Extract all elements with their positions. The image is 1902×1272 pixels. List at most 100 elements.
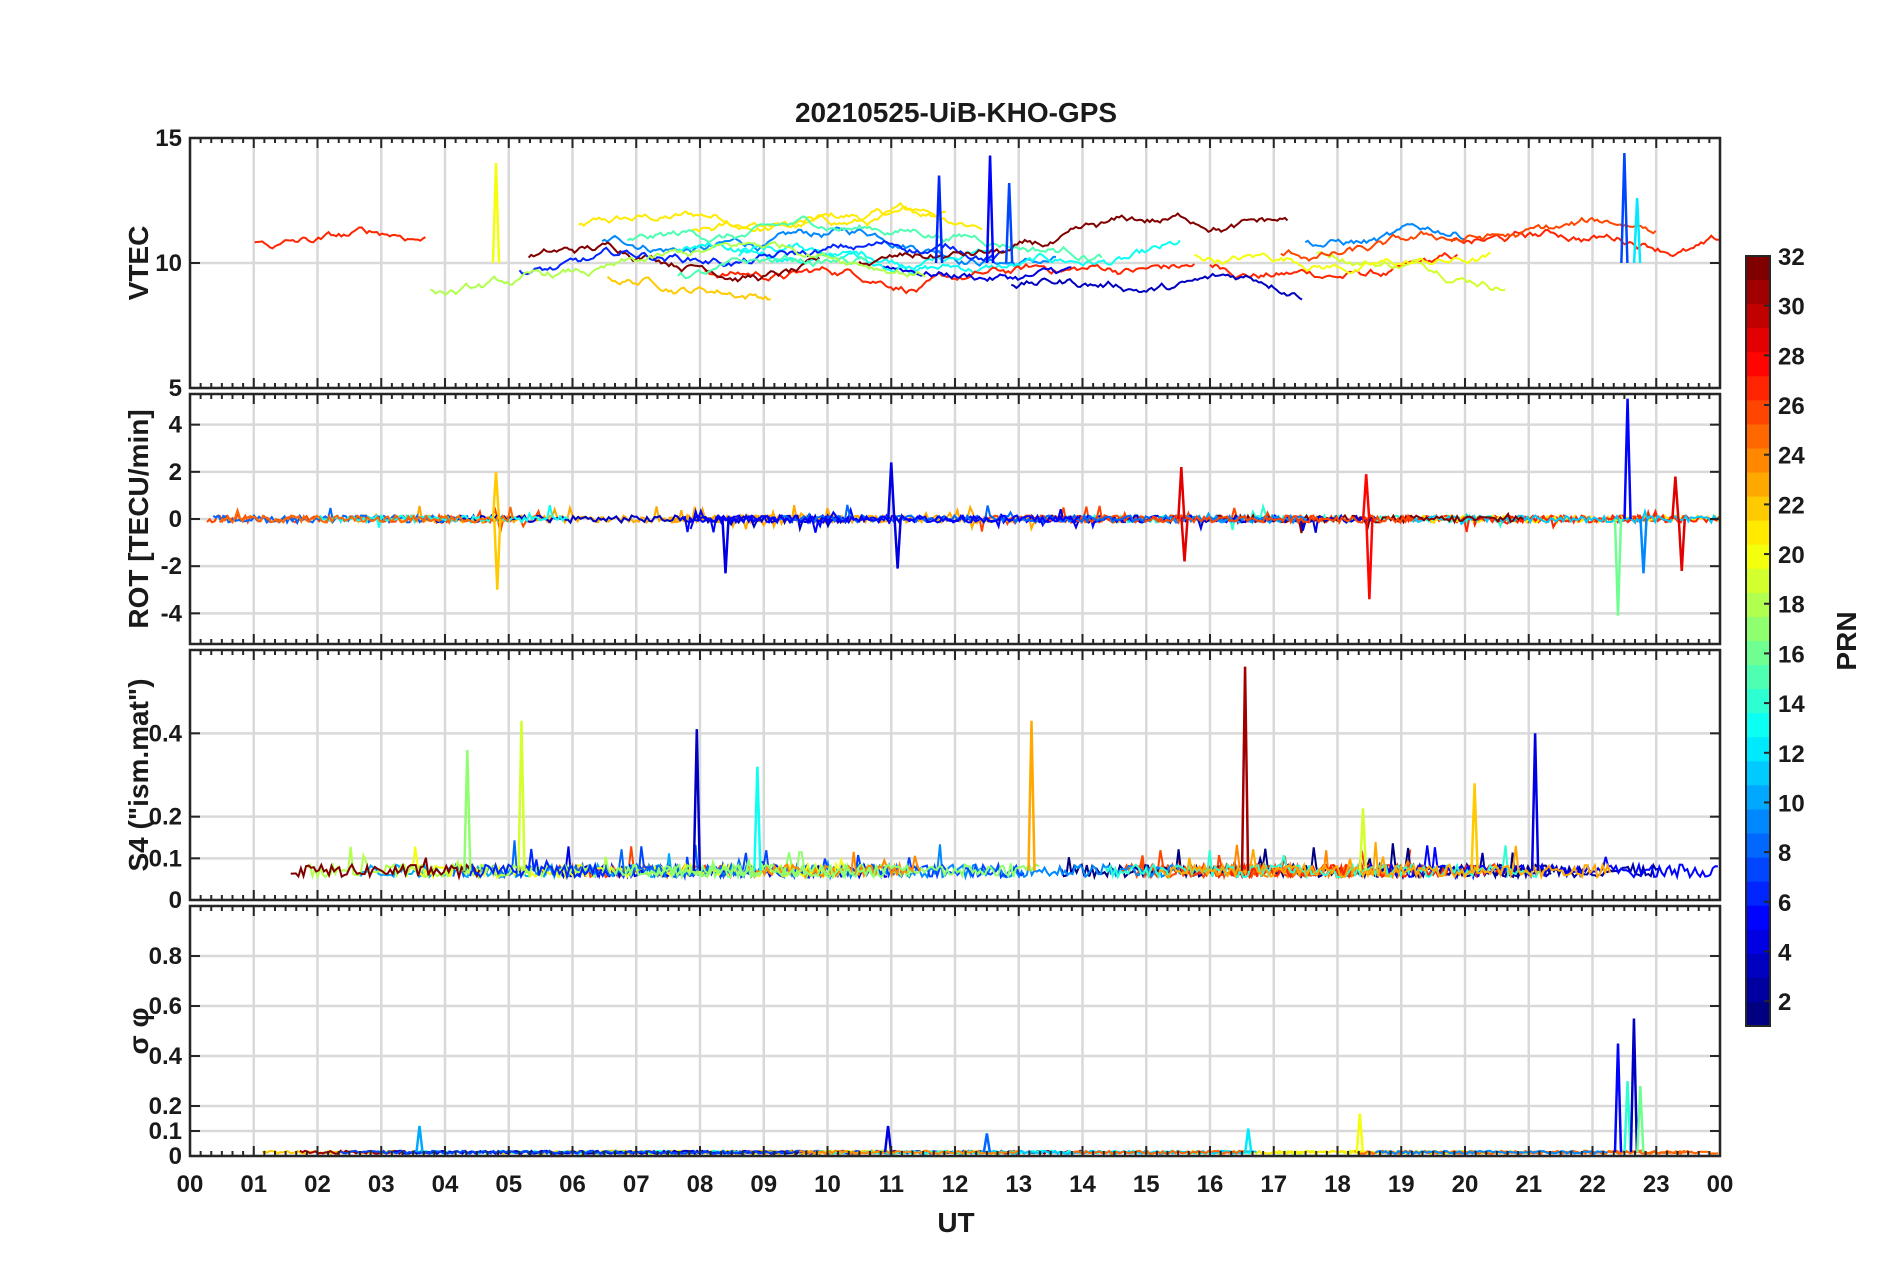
data-spike	[721, 518, 730, 574]
y-tick-label: 0	[169, 1143, 182, 1170]
colorbar-tick-label: 28	[1778, 343, 1805, 370]
colorbar-step	[1746, 592, 1770, 618]
prn-trace	[518, 239, 1005, 276]
panel-3: 0 0.1 0.2 0.4S4 ("ism.mat")	[123, 648, 1722, 914]
x-tick-label: 05	[495, 1171, 522, 1198]
panel-2: -4 -2 0 2 4 ROT [TECU/min]	[123, 392, 1722, 646]
colorbar-step	[1746, 304, 1770, 329]
prn-trace	[690, 201, 983, 233]
data-spike	[1671, 476, 1680, 520]
prn-trace	[218, 506, 514, 526]
data-spike	[517, 720, 526, 871]
y-tick-label: 0.4	[149, 720, 183, 747]
data-spike	[1623, 398, 1632, 520]
colorbar-tick-label: 14	[1778, 691, 1805, 718]
colorbar-step	[1746, 929, 1770, 955]
prn-trace	[578, 205, 946, 231]
y-tick-label: 0	[169, 887, 182, 914]
y-tick-label: -4	[161, 600, 183, 627]
data-spike	[1632, 197, 1642, 264]
colorbar-step	[1746, 352, 1770, 377]
data-spike	[982, 1133, 992, 1153]
data-spike	[692, 729, 702, 871]
prn-trace	[1412, 507, 1720, 526]
y-tick-label: 10	[155, 250, 182, 277]
x-tick-label: 03	[368, 1171, 395, 1198]
x-tick-label: 18	[1324, 1171, 1351, 1198]
colorbar-step	[1746, 280, 1770, 305]
data-spike	[985, 155, 995, 264]
x-tick-label: 10	[814, 1171, 841, 1198]
prn-trace	[626, 215, 1103, 263]
colorbar-step	[1746, 496, 1770, 522]
data-spike	[893, 518, 902, 569]
x-tick-label: 00	[177, 1171, 204, 1198]
prn-trace	[469, 848, 609, 881]
colorbar-step	[1746, 905, 1770, 931]
colorbar-tick-label: 22	[1778, 492, 1805, 519]
prn-trace	[746, 851, 921, 880]
prn-trace	[882, 265, 1072, 283]
colorbar-step	[1746, 568, 1770, 594]
prn-trace	[1039, 508, 1378, 533]
colorbar-step	[1746, 737, 1770, 762]
colorbar-step	[1746, 761, 1770, 786]
colorbar-step	[1746, 256, 1770, 281]
x-tick-label: 01	[240, 1171, 267, 1198]
prn-trace	[1073, 1149, 1247, 1155]
y-tick-label: 15	[155, 125, 182, 152]
colorbar-label: PRN	[1831, 611, 1862, 670]
prn-trace	[738, 239, 1181, 276]
prn-trace	[677, 253, 868, 280]
data-spike	[1365, 518, 1374, 600]
y-axis-label: ROT [TECU/min]	[123, 409, 154, 628]
data-spike	[1530, 733, 1540, 871]
prn-trace	[1460, 508, 1720, 533]
x-tick-label: 13	[1005, 1171, 1032, 1198]
data-spike	[1177, 467, 1186, 520]
colorbar-step	[1746, 665, 1770, 690]
x-tick-label: 09	[750, 1171, 777, 1198]
colorbar-tick-label: 8	[1778, 840, 1791, 867]
colorbar-step	[1746, 1001, 1770, 1027]
chart-title: 20210525-UiB-KHO-GPS	[795, 97, 1117, 128]
prn-trace	[254, 226, 426, 250]
panel-1: 5 10 15 VTEC	[123, 125, 1722, 402]
data-spike	[1240, 666, 1250, 871]
colorbar-tick-label: 10	[1778, 790, 1805, 817]
colorbar-step	[1746, 424, 1770, 450]
colorbar-step	[1746, 616, 1770, 642]
x-tick-label: 08	[687, 1171, 714, 1198]
y-tick-label: 5	[169, 375, 182, 402]
x-tick-labels: 00 01 02 03 04 05 06 07 08 09 10 11 12 13 14 15 16 17 18 19…	[177, 1171, 1734, 1198]
data-spike	[753, 766, 762, 871]
y-tick-label: 0.1	[149, 1118, 182, 1145]
prn-trace	[430, 240, 926, 297]
prn-trace	[1304, 223, 1467, 248]
colorbar-step	[1746, 544, 1770, 570]
y-tick-label: 2	[169, 459, 182, 486]
x-tick-label: 19	[1388, 1171, 1415, 1198]
prn-trace	[1280, 216, 1657, 262]
colorbar-tick-label: 18	[1778, 592, 1805, 619]
colorbar-tick-label: 2	[1778, 989, 1791, 1016]
colorbar-step	[1746, 448, 1770, 474]
data-spike	[1613, 518, 1623, 616]
x-tick-label: 11	[879, 1171, 904, 1198]
prn-trace	[858, 212, 1289, 267]
data-spike	[491, 162, 501, 264]
x-tick-label: 14	[1069, 1171, 1096, 1198]
y-tick-label: 4	[169, 412, 183, 439]
prn-trace	[606, 275, 771, 301]
data-spike	[1361, 474, 1371, 520]
colorbar-step	[1746, 472, 1770, 498]
colorbar-tick-label: 32	[1778, 244, 1805, 271]
colorbar-step	[1746, 785, 1770, 811]
prn-trace	[527, 241, 821, 283]
data-spike	[1677, 518, 1686, 571]
prn-trace	[1158, 841, 1612, 881]
y-tick-label: 0.2	[149, 1093, 182, 1120]
data-spike	[1004, 182, 1014, 264]
